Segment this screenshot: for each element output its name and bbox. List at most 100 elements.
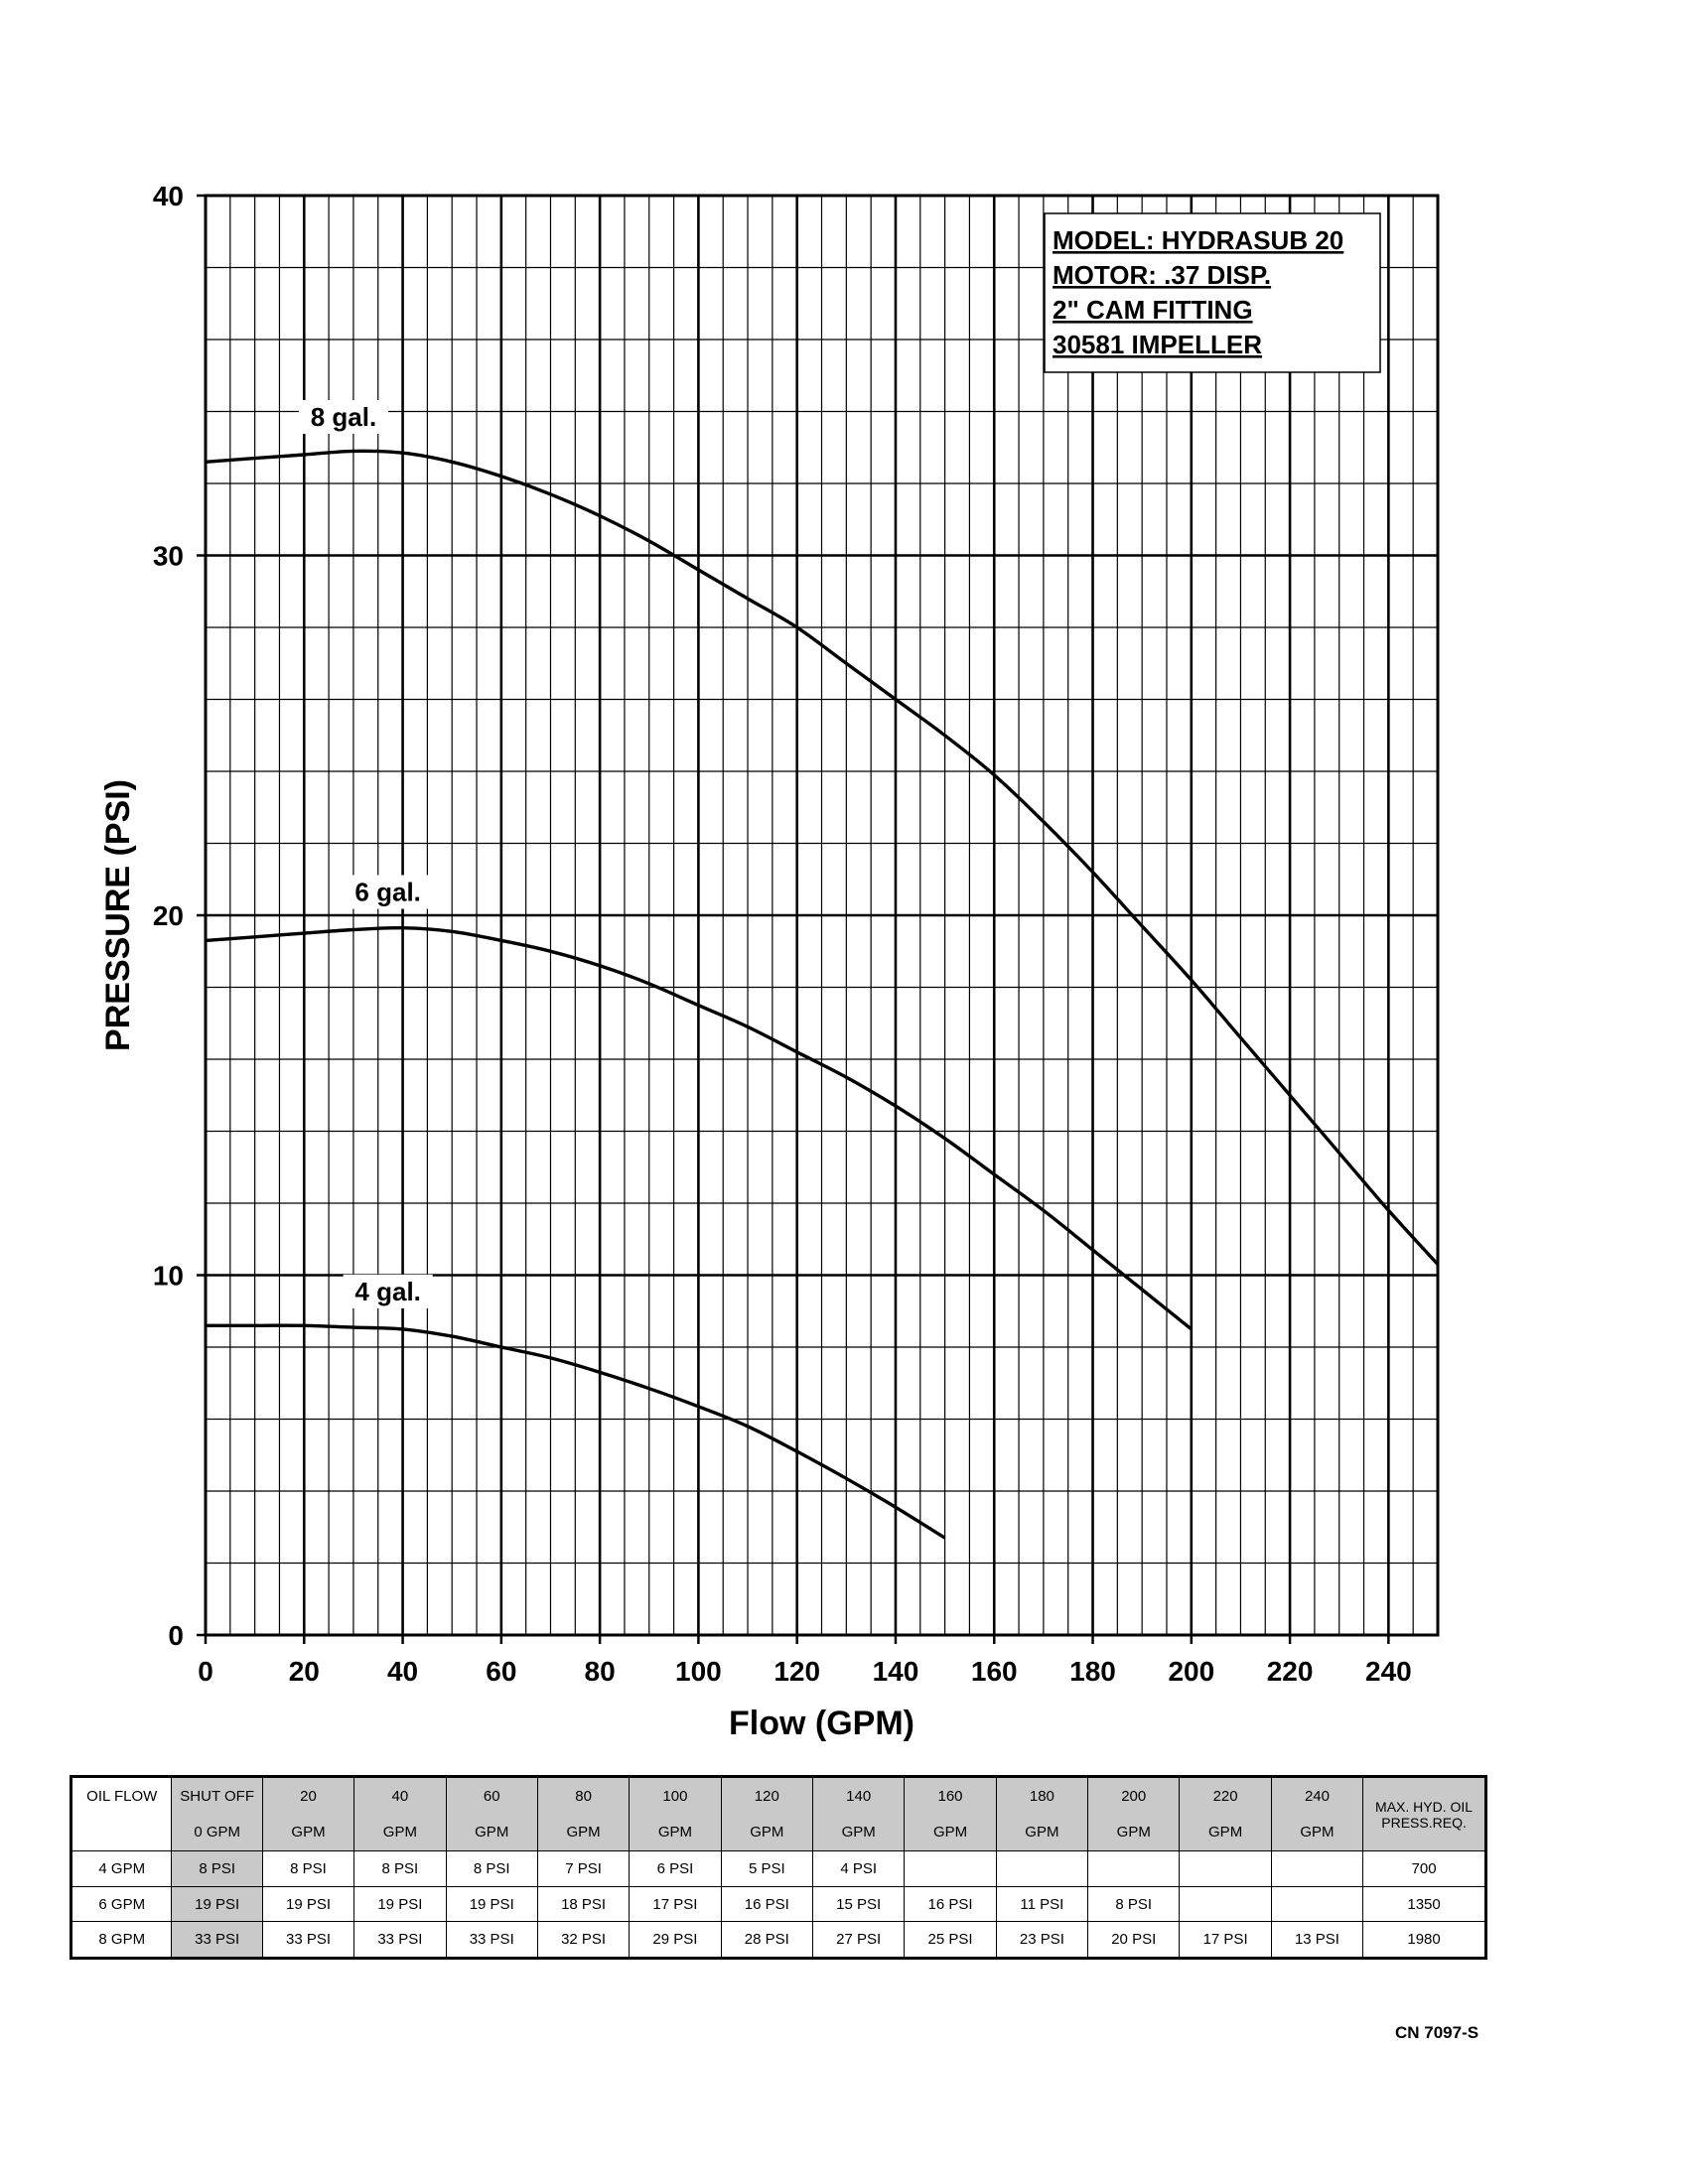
table-cell: 11 PSI: [995, 1885, 1089, 1923]
x-tick-label: 140: [873, 1656, 919, 1687]
info-line: MOTOR: .37 DISP.: [1053, 260, 1271, 290]
table-cell: 8 GPM: [70, 1921, 173, 1959]
performance-table: OIL FLOW SHUT OFF 20 40 60 80 100 120 140 160 180 2…: [70, 1775, 1487, 1960]
y-tick-label: 20: [153, 900, 184, 931]
table-cell: 13 PSI: [1270, 1921, 1364, 1959]
table-header-cell: 200: [1087, 1775, 1181, 1815]
table-header-cell: GPM: [1087, 1814, 1181, 1852]
table-header-cell: GPM: [445, 1814, 538, 1852]
table-cell: 8 PSI: [445, 1850, 538, 1887]
table-header-cell: 140: [811, 1775, 906, 1815]
table-header-cell: GPM: [904, 1814, 997, 1852]
table-cell: 5 PSI: [720, 1850, 813, 1887]
curve-label-bg: [343, 875, 433, 909]
axis-ticks: 0 20 40 60 80 100 120 140 160 180 200 220 240 0 10 20 30…: [153, 181, 1412, 1687]
table-row: 8 GPM 33 PSI 33 PSI 33 PSI 33 PSI 32 PSI 29 PS…: [70, 1921, 1486, 1959]
info-line: 30581 IMPELLER: [1053, 330, 1262, 359]
table-header-cell: 20: [261, 1775, 355, 1815]
info-line: 2" CAM FITTING: [1053, 295, 1253, 325]
table-cell: 32 PSI: [536, 1921, 631, 1959]
table-cell: 8 PSI: [353, 1850, 447, 1887]
grid: [206, 196, 1438, 1635]
table-cell: 6 PSI: [629, 1850, 722, 1887]
table-cell: 6 GPM: [70, 1885, 173, 1923]
table-header-cell: GPM: [629, 1814, 722, 1852]
table-cell: 33 PSI: [261, 1921, 355, 1959]
table-header-cell: [70, 1814, 173, 1852]
table-header-row: OIL FLOW SHUT OFF 20 40 60 80 100 120 140 160 180 2…: [70, 1775, 1486, 1852]
pump-curve-chart: 0 20 40 60 80 100 120 140 160 180 200 220 240 0 10 20 30…: [99, 181, 1440, 1742]
info-box-border: [1044, 212, 1381, 373]
x-tick-label: 200: [1168, 1656, 1214, 1687]
table-header-cell: GPM: [261, 1814, 355, 1852]
x-tick-label: 0: [198, 1656, 213, 1687]
table-cell: 1980: [1362, 1921, 1486, 1959]
table-header-cell: 40: [353, 1775, 447, 1815]
table-cell: [1179, 1850, 1272, 1887]
table-header-cell: 180: [995, 1775, 1089, 1815]
curve-6-gal: [205, 925, 1193, 1331]
model-info-box: MODEL: HYDRASUB 20 MOTOR: .37 DISP. 2" CAM…: [1044, 212, 1381, 373]
table-cell: 8 PSI: [171, 1850, 263, 1887]
table-cell: 33 PSI: [445, 1921, 538, 1959]
table-cell: 20 PSI: [1087, 1921, 1181, 1959]
y-tick-label: 0: [168, 1620, 184, 1651]
curve-4-gal: [206, 1323, 946, 1540]
table-header-cell: GPM: [811, 1814, 906, 1852]
table-cell: [1270, 1850, 1364, 1887]
table-header-cell: GPM: [995, 1814, 1089, 1852]
table-header-cell: 120: [720, 1775, 813, 1815]
curve-label: 6 gal.: [354, 878, 420, 907]
table-cell: 8 PSI: [261, 1850, 355, 1887]
table-cell: 28 PSI: [720, 1921, 813, 1959]
table-cell: 17 PSI: [1179, 1921, 1272, 1959]
table-header-cell: GPM: [1270, 1814, 1364, 1852]
y-tick-label: 10: [153, 1261, 184, 1292]
x-tick-label: 120: [774, 1656, 820, 1687]
curve-label-bg: [343, 1274, 433, 1308]
y-axis-title: PRESSURE (PSI): [99, 779, 137, 1051]
curve-8-gal: [205, 449, 1440, 1266]
table-header-cell: GPM: [1179, 1814, 1272, 1852]
table-cell: [904, 1850, 997, 1887]
table-header-cell: 240: [1270, 1775, 1364, 1815]
table-header-cell: 80: [536, 1775, 631, 1815]
table-cell: 19 PSI: [171, 1885, 263, 1923]
table-cell: [1087, 1850, 1181, 1887]
table-cell: [1179, 1885, 1272, 1923]
table-cell: 16 PSI: [720, 1885, 813, 1923]
table-cell: 19 PSI: [445, 1885, 538, 1923]
table-cell: 7 PSI: [536, 1850, 631, 1887]
table-row: 4 GPM 8 PSI 8 PSI 8 PSI 8 PSI 7 PSI 6 PSI 5 PSI…: [70, 1850, 1486, 1887]
table-cell: 29 PSI: [629, 1921, 722, 1959]
curve-label-bg: [298, 400, 388, 434]
x-axis-title: Flow (GPM): [729, 1705, 914, 1742]
table-cell: 15 PSI: [811, 1885, 906, 1923]
table-header-cell: GPM: [720, 1814, 813, 1852]
info-line: MODEL: HYDRASUB 20: [1053, 225, 1343, 255]
table-row: 6 GPM 19 PSI 19 PSI 19 PSI 19 PSI 18 PSI 17 PS…: [70, 1885, 1486, 1923]
table-header-cell: GPM: [353, 1814, 447, 1852]
table-cell: 19 PSI: [353, 1885, 447, 1923]
document-code: CN 7097-S: [1395, 2023, 1479, 2042]
table-header-cell: 160: [904, 1775, 997, 1815]
table-header-cell: 0 GPM: [171, 1814, 263, 1852]
table-cell: 33 PSI: [171, 1921, 263, 1959]
table-header-row: 0 GPM GPM GPM GPM GPM GPM GPM GPM GPM GPM GPM GPM GP…: [70, 1814, 1486, 1852]
x-tick-label: 60: [486, 1656, 516, 1687]
table-cell: 19 PSI: [261, 1885, 355, 1923]
x-tick-label: 100: [675, 1656, 722, 1687]
table-cell: 1350: [1362, 1885, 1486, 1923]
x-tick-label: 80: [585, 1656, 616, 1687]
y-tick-label: 30: [153, 541, 184, 572]
table-cell: [1270, 1885, 1364, 1923]
table-cell: [995, 1850, 1089, 1887]
table-header-cell: 60: [445, 1775, 538, 1815]
table-header-cell: 220: [1179, 1775, 1272, 1815]
table-cell: 27 PSI: [811, 1921, 906, 1959]
table-header-cell: SHUT OFF: [171, 1775, 263, 1815]
table-cell: 23 PSI: [995, 1921, 1089, 1959]
curves: 8 gal. 6 gal. 4 gal.: [205, 400, 1440, 1540]
table-cell: 33 PSI: [353, 1921, 447, 1959]
x-tick-label: 220: [1267, 1656, 1314, 1687]
